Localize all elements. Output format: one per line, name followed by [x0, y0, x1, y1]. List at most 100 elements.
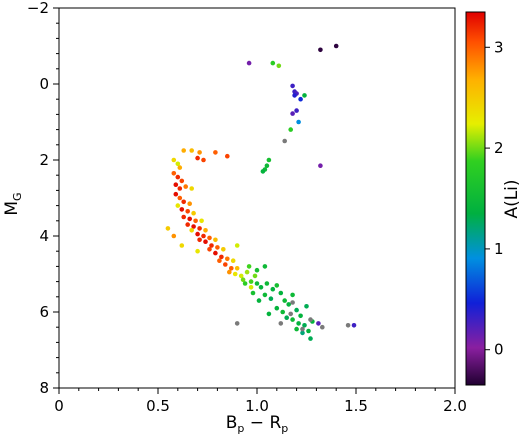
data-point — [318, 47, 323, 53]
data-point — [213, 237, 218, 243]
data-point — [201, 233, 206, 239]
data-point — [345, 323, 351, 328]
data-point — [290, 317, 295, 322]
colorbar — [465, 11, 486, 386]
data-point — [171, 157, 177, 163]
data-point — [215, 245, 220, 250]
y-tick-label: 8 — [39, 379, 49, 397]
data-point — [320, 324, 325, 330]
data-point — [270, 60, 276, 66]
axes-ticks: 0 0.5 1.0 1.5 2.0 −2 0 2 4 6 8 — [27, 0, 467, 415]
data-point — [175, 161, 181, 167]
data-point — [290, 292, 295, 298]
data-point — [260, 169, 266, 174]
data-point — [173, 191, 179, 197]
data-point — [193, 218, 198, 224]
data-point — [290, 83, 295, 89]
colorbar-tick-label: 2 — [494, 139, 504, 157]
data-point — [195, 231, 200, 237]
data-point — [306, 328, 311, 334]
data-point — [292, 93, 297, 98]
data-point — [227, 269, 232, 275]
data-point — [175, 203, 181, 208]
data-point — [197, 226, 202, 231]
data-point — [181, 214, 186, 220]
data-point — [264, 163, 270, 168]
data-point — [318, 163, 323, 168]
data-point — [191, 224, 196, 229]
data-point — [183, 184, 188, 189]
x-tick-label: 2.0 — [443, 397, 467, 415]
data-point — [225, 256, 230, 262]
data-point — [246, 60, 252, 66]
data-point — [298, 96, 303, 102]
data-point — [252, 273, 258, 279]
data-point — [282, 138, 288, 144]
colorbar-tick-label: 1 — [494, 240, 504, 258]
data-point — [296, 321, 301, 326]
data-point — [256, 298, 262, 303]
data-point — [203, 239, 208, 244]
plot-frame — [58, 7, 456, 389]
data-point — [246, 264, 252, 269]
data-point — [304, 304, 309, 309]
data-point — [230, 258, 236, 264]
data-point — [207, 247, 212, 252]
data-point — [177, 186, 183, 191]
data-point — [234, 243, 240, 248]
data-point — [165, 226, 171, 231]
y-axis-label: MG — [2, 192, 24, 215]
data-point — [223, 262, 228, 267]
data-point — [248, 285, 254, 290]
data-point — [225, 153, 230, 159]
data-point — [308, 336, 313, 341]
data-point — [288, 311, 294, 317]
data-point — [302, 93, 307, 98]
data-point — [195, 155, 200, 161]
data-point — [191, 210, 196, 216]
data-point — [278, 321, 284, 326]
data-point — [290, 111, 295, 116]
data-point — [266, 311, 272, 317]
data-point — [270, 286, 276, 292]
data-point — [274, 305, 280, 311]
data-point — [294, 108, 299, 113]
data-point — [187, 216, 192, 222]
data-point — [207, 235, 212, 241]
data-point — [351, 323, 357, 328]
data-point — [177, 165, 183, 170]
data-point — [240, 277, 246, 283]
data-point — [229, 266, 234, 271]
colorbar-label: A(Li) — [502, 179, 522, 218]
x-tick-label: 0 — [54, 397, 64, 415]
data-point — [254, 281, 260, 286]
data-point — [268, 296, 274, 302]
data-point — [276, 63, 282, 69]
x-tick-label: 1.0 — [245, 397, 269, 415]
data-point — [294, 326, 299, 332]
data-point — [290, 300, 295, 305]
data-point — [333, 43, 339, 49]
data-point — [175, 174, 181, 180]
y-tick-label: 4 — [39, 227, 49, 245]
data-point — [219, 254, 224, 260]
data-point — [179, 207, 185, 212]
data-point — [288, 127, 294, 132]
data-point — [181, 199, 186, 205]
data-point — [209, 243, 214, 248]
data-point — [242, 281, 248, 286]
data-point — [199, 218, 204, 224]
data-point — [179, 178, 185, 184]
data-point — [264, 281, 270, 286]
data-point — [189, 186, 194, 191]
data-point — [278, 290, 284, 296]
data-point — [254, 267, 260, 273]
data-point — [189, 148, 194, 153]
data-point — [197, 150, 202, 155]
data-point — [234, 321, 240, 326]
y-tick-label: −2 — [27, 0, 49, 17]
data-point — [258, 285, 264, 290]
data-point — [274, 283, 280, 288]
x-tick-label: 0.5 — [146, 397, 170, 415]
data-point — [201, 157, 206, 163]
